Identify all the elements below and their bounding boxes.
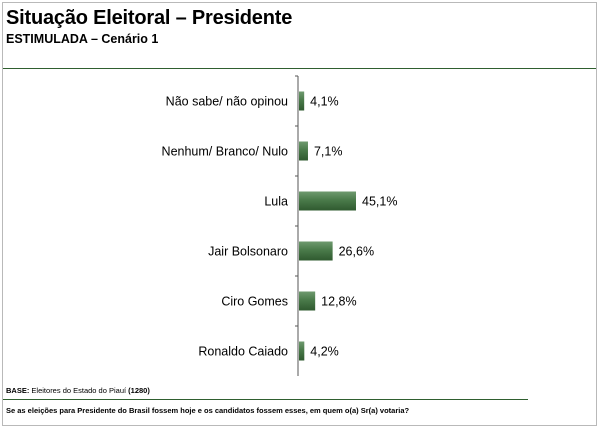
- data-label: 45,1%: [362, 195, 397, 209]
- category-label: Ronaldo Caiado: [198, 345, 288, 359]
- base-note: BASE: Eleitores do Estado do Piauí (1280…: [6, 386, 150, 395]
- category-label: Ciro Gomes: [221, 295, 288, 309]
- category-label: Lula: [264, 195, 288, 209]
- bar: [299, 191, 356, 211]
- bar: [299, 291, 316, 311]
- bar: [299, 91, 305, 111]
- category-label: Não sabe/ não opinou: [166, 95, 288, 109]
- slide-frame: [2, 2, 597, 426]
- base-text: Eleitores do Estado do Piauí: [29, 386, 129, 395]
- footer-divider: [3, 399, 528, 400]
- data-label: 7,1%: [314, 145, 343, 159]
- bar: [299, 141, 308, 161]
- page-subtitle: ESTIMULADA – Cenário 1: [6, 32, 159, 46]
- data-label: 12,8%: [321, 295, 356, 309]
- page-title: Situação Eleitoral – Presidente: [6, 7, 293, 29]
- base-label: BASE:: [6, 386, 30, 395]
- category-label: Jair Bolsonaro: [208, 245, 288, 259]
- bar: [299, 241, 333, 261]
- header-divider: [3, 68, 596, 69]
- bar: [299, 341, 305, 361]
- survey-question: Se as eleições para Presidente do Brasil…: [6, 406, 410, 415]
- category-label: Nenhum/ Branco/ Nulo: [162, 145, 289, 159]
- data-label: 4,1%: [310, 95, 339, 109]
- data-label: 26,6%: [339, 245, 374, 259]
- base-count: (1280): [128, 386, 150, 395]
- data-label: 4,2%: [310, 345, 339, 359]
